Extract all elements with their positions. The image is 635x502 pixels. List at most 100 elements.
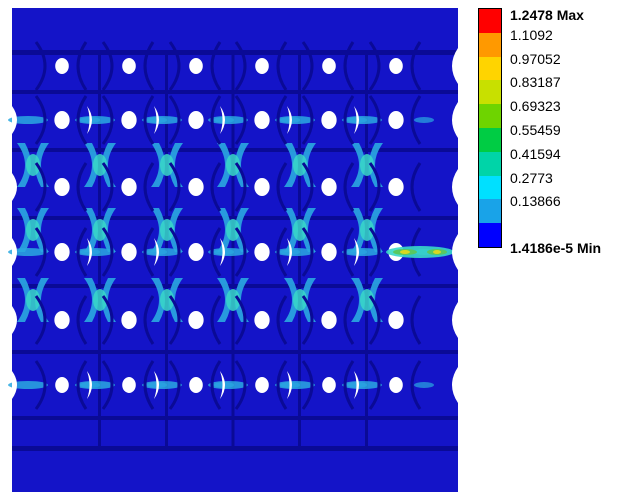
cell-hole [254,311,270,329]
strut-edge [76,95,88,145]
stress-arc [235,278,249,322]
strut-edge [410,95,422,145]
legend-min-label: 1.4186e-5 Min [510,240,602,256]
stress-core [360,289,374,311]
right-edge-cut [452,102,458,138]
stress-core [226,219,240,241]
legend-level-label: 0.13866 [510,193,561,210]
strut-edge [234,41,247,91]
stress-arc [102,208,116,252]
stress-core [160,289,174,311]
row-seam [12,350,458,354]
edge-sliver [12,371,17,399]
cell-hole [55,58,69,74]
strut-edge [143,41,155,91]
stress-core [160,219,174,241]
stress-streak [275,116,315,124]
inner-sliver [87,238,92,266]
stress-streak [75,248,115,256]
strut-edge [101,295,114,345]
strut-edge [343,162,355,212]
legend-swatch [479,32,501,58]
cell-hole [254,178,270,196]
stress-arc [217,143,231,187]
stress-streak [142,116,182,124]
cell-hole [321,178,337,196]
strut-edge [101,41,114,91]
strut-edge [343,41,355,91]
cell-hole [121,311,137,329]
right-edge-cut [452,367,458,403]
legend-level-label: 0.41594 [510,145,561,162]
cell-hole [54,311,70,329]
strut-edge [301,41,314,91]
strut-edge [210,360,222,410]
cell-hole [389,377,403,393]
stress-streak [142,248,182,256]
cell-hole [255,58,269,74]
cell-hole [122,377,136,393]
inner-sliver [354,106,359,134]
cell-hole [189,58,203,74]
stress-core [93,154,107,176]
stress-arc [17,208,31,252]
strut-edge [234,162,247,212]
strut-edge [168,295,181,345]
right-edge-cut [452,169,458,205]
stress-arc [235,208,249,252]
legend-level-label: 0.55459 [510,122,561,138]
stress-core [26,219,40,241]
strut-edge [410,360,422,410]
cell-hole [188,178,204,196]
inner-sliver [287,238,292,266]
bottom-cap [12,448,458,492]
color-legend: 1.2478 Max 1.1092 0.97052 0.83187 0.69323 0.5… [478,8,628,258]
strut-edge [210,162,222,212]
inner-sliver [154,371,159,399]
strut-edge [101,227,114,277]
strut-edge [276,227,288,277]
strut-edge [143,360,155,410]
stress-arc [369,208,383,252]
stress-arc [35,143,49,187]
strut-edge [143,227,155,277]
strut-edge [168,95,181,145]
inner-sliver [220,238,225,266]
cell-hole [254,111,270,129]
stress-streak [75,381,115,389]
strut-edge [168,227,181,277]
stress-core [226,289,240,311]
strut-edge [276,95,288,145]
legend-swatch [479,223,501,248]
stress-arc [369,278,383,322]
stress-arc [217,208,231,252]
stress-core [26,154,40,176]
stress-arc [284,143,298,187]
row-seam [12,148,458,152]
strut-edge [234,295,247,345]
stress-streak [414,117,434,123]
stress-arc [84,143,98,187]
cell-hole [322,58,336,74]
cell-hole [121,243,137,261]
stress-arc [351,278,365,322]
strut-edge [143,162,155,212]
strut-edge [101,162,114,212]
legend-swatch [479,199,501,224]
stress-core [26,289,40,311]
edge-sliver [12,106,17,134]
bottom-cap-edge [12,446,458,451]
strut-edge [343,227,355,277]
stress-core [293,154,307,176]
stent-model [8,8,458,492]
inner-sliver [220,106,225,134]
row-seam [12,90,458,94]
stress-streak [414,382,434,388]
stress-streak [275,248,315,256]
strut-edge [234,227,247,277]
right-edge-cut [452,48,458,84]
strut-edge [276,295,288,345]
stress-streak [342,116,382,124]
inner-sliver [287,371,292,399]
legend-max-label: 1.2478 Max [510,7,584,23]
